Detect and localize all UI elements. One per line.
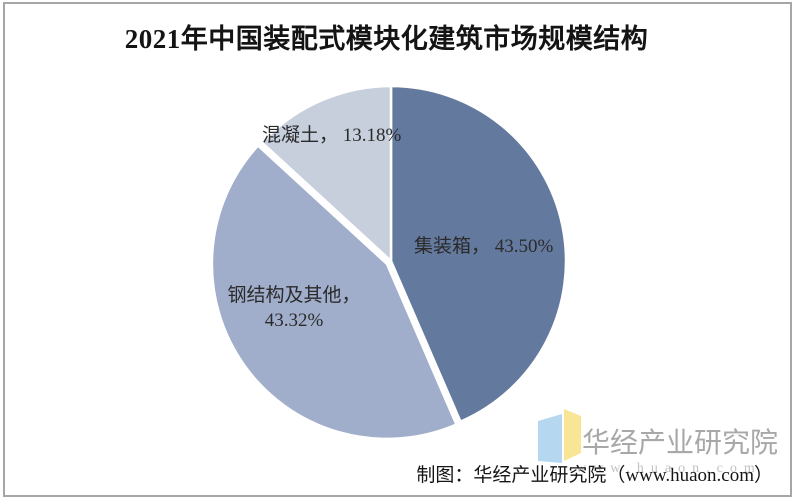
chart-title: 2021年中国装配式模块化建筑市场规模结构 — [124, 24, 649, 54]
pie-label-steel-line2: 43.32% — [264, 310, 324, 331]
logo-right-page — [564, 409, 581, 461]
chart-caption: 制图：华经产业研究院（www.huaon.com） — [416, 465, 773, 486]
pie-slice-3 — [260, 84, 393, 263]
pie-label-concrete: 混凝土， 13.18% — [262, 125, 402, 146]
watermark-url-text: www.huaon.com — [576, 461, 762, 476]
huaon-logo-icon — [538, 409, 581, 463]
logo-left-page — [538, 414, 562, 463]
pie-label-steel-line1: 钢结构及其他， — [227, 285, 361, 306]
pie-slice-2 — [210, 144, 458, 441]
pie-label-container: 集装箱， 43.50% — [414, 236, 554, 257]
watermark-brand-text: 华经产业研究院 — [582, 428, 779, 459]
pie-slice-1 — [389, 84, 568, 423]
pie-label-steel: 钢结构及其他， 43.32% — [212, 283, 376, 333]
